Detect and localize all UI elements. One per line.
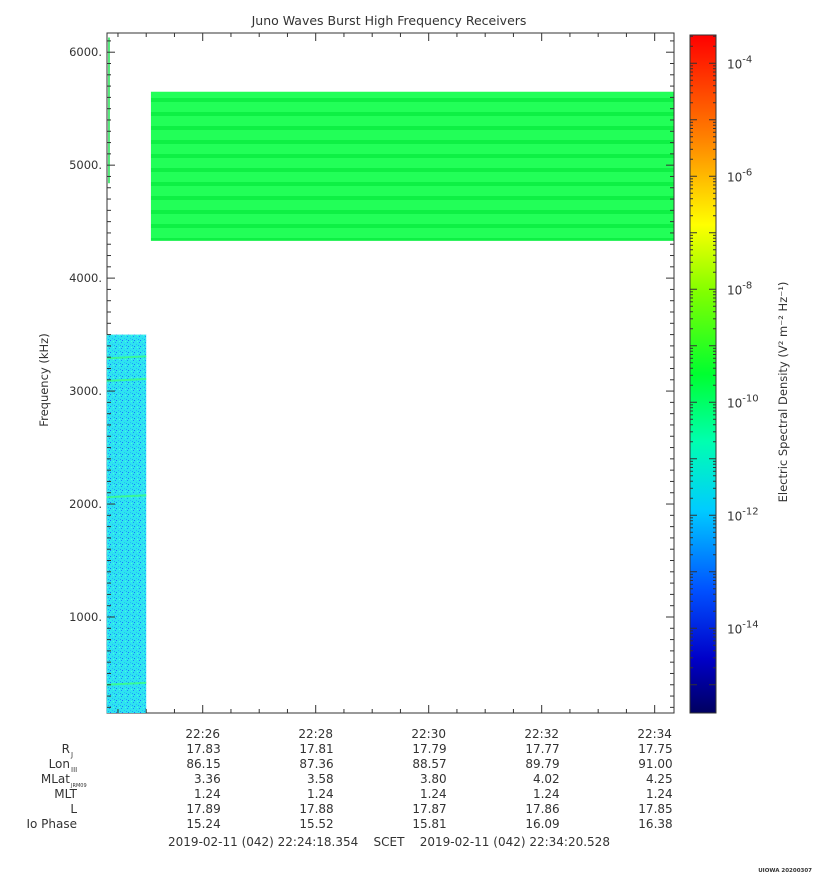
ephemeris-value: 15.52 bbox=[299, 817, 333, 831]
ephemeris-value: 16.09 bbox=[525, 817, 559, 831]
ephemeris-value: 17.88 bbox=[299, 802, 333, 816]
colorbar-tick-label: 10-14 bbox=[727, 619, 759, 636]
ephemeris-value: 1.24 bbox=[194, 787, 221, 801]
ephemeris-row-label: Io Phase bbox=[26, 817, 77, 831]
chart-title: Juno Waves Burst High Frequency Receiver… bbox=[251, 13, 527, 28]
ephemeris-value: 4.25 bbox=[646, 772, 673, 786]
ephemeris-value: 17.87 bbox=[412, 802, 446, 816]
ephemeris-value: 88.57 bbox=[412, 757, 446, 771]
ephemeris-value: 1.24 bbox=[646, 787, 673, 801]
x-tick-label: 22:30 bbox=[411, 727, 446, 741]
emission-trace bbox=[106, 681, 147, 686]
ephemeris-value: 4.02 bbox=[533, 772, 560, 786]
y-tick-label: 3000. bbox=[69, 384, 102, 398]
ephemeris-value: 17.83 bbox=[186, 742, 220, 756]
x-tick-label: 22:28 bbox=[298, 727, 333, 741]
ephemeris-value: 89.79 bbox=[525, 757, 559, 771]
y-axis: 1000. 2000. 3000. 4000. 5000. 6000. bbox=[69, 40, 674, 708]
ephemeris-value: 3.58 bbox=[307, 772, 334, 786]
x-tick-label: 22:32 bbox=[524, 727, 559, 741]
ephemeris-row-subscript: J bbox=[70, 751, 73, 759]
colorbar-tick-label: 10-6 bbox=[727, 167, 752, 184]
ephemeris-value: 17.89 bbox=[186, 802, 220, 816]
ephemeris-row-label: R bbox=[62, 742, 70, 756]
colorbar-tick-label: 10-8 bbox=[727, 280, 752, 297]
ephemeris-value: 17.86 bbox=[525, 802, 559, 816]
ephemeris-row-label: MLT bbox=[54, 787, 77, 801]
ephemeris-value: 17.81 bbox=[299, 742, 333, 756]
y-tick-label: 4000. bbox=[69, 271, 102, 285]
ephemeris-value: 16.38 bbox=[638, 817, 672, 831]
colorbar-label: Electric Spectral Density (V² m⁻² Hz⁻¹) bbox=[776, 282, 790, 503]
x-axis: 22:26 22:28 22:30 22:32 22:34 bbox=[117, 33, 672, 741]
ephemeris-row-label: MLat bbox=[41, 772, 70, 786]
colorbar-tick-label: 10-10 bbox=[727, 393, 759, 410]
ephemeris-table: R J 17.83 17.81 17.79 17.77 17.75 Lon III 86.15 87… bbox=[26, 742, 672, 831]
colorbar-tick-label: 10-12 bbox=[727, 506, 759, 523]
y-tick-label: 1000. bbox=[69, 610, 102, 624]
spectrogram-region-high-band bbox=[150, 91, 674, 241]
emission-trace bbox=[106, 377, 147, 382]
y-tick-label: 5000. bbox=[69, 158, 102, 172]
time-range-footer: 2019-02-11 (042) 22:24:18.354 SCET 2019-… bbox=[168, 835, 610, 849]
y-tick-label: 2000. bbox=[69, 497, 102, 511]
y-axis-label: Frequency (kHz) bbox=[37, 333, 51, 426]
ephemeris-row-subscript: III bbox=[71, 766, 77, 774]
ephemeris-value: 87.36 bbox=[299, 757, 333, 771]
ephemeris-value: 3.80 bbox=[420, 772, 447, 786]
ephemeris-row-label: Lon bbox=[49, 757, 70, 771]
spectrogram-region-low-band bbox=[106, 334, 147, 713]
version-stamp: UIOWA 20200307 bbox=[758, 868, 812, 874]
ephemeris-value: 15.24 bbox=[186, 817, 220, 831]
ephemeris-value: 15.81 bbox=[412, 817, 446, 831]
emission-trace bbox=[106, 355, 147, 360]
ephemeris-value: 1.24 bbox=[307, 787, 334, 801]
ephemeris-value: 17.75 bbox=[638, 742, 672, 756]
ephemeris-value: 3.36 bbox=[194, 772, 221, 786]
spectrogram-regions bbox=[106, 37, 674, 713]
ephemeris-value: 17.85 bbox=[638, 802, 672, 816]
colorbar bbox=[689, 34, 717, 714]
ephemeris-value: 17.77 bbox=[525, 742, 559, 756]
emission-trace bbox=[106, 494, 147, 499]
ephemeris-value: 1.24 bbox=[533, 787, 560, 801]
x-tick-label: 22:34 bbox=[637, 727, 672, 741]
colorbar-tick-label: 10-4 bbox=[727, 54, 752, 71]
y-tick-label: 6000. bbox=[69, 45, 102, 59]
ephemeris-row-subscript: JRM09 bbox=[70, 783, 87, 789]
ephemeris-value: 91.00 bbox=[638, 757, 672, 771]
ephemeris-value: 1.24 bbox=[420, 787, 447, 801]
x-tick-label: 22:26 bbox=[185, 727, 220, 741]
ephemeris-value: 86.15 bbox=[186, 757, 220, 771]
ephemeris-value: 17.79 bbox=[412, 742, 446, 756]
ephemeris-row-label: L bbox=[70, 802, 77, 816]
